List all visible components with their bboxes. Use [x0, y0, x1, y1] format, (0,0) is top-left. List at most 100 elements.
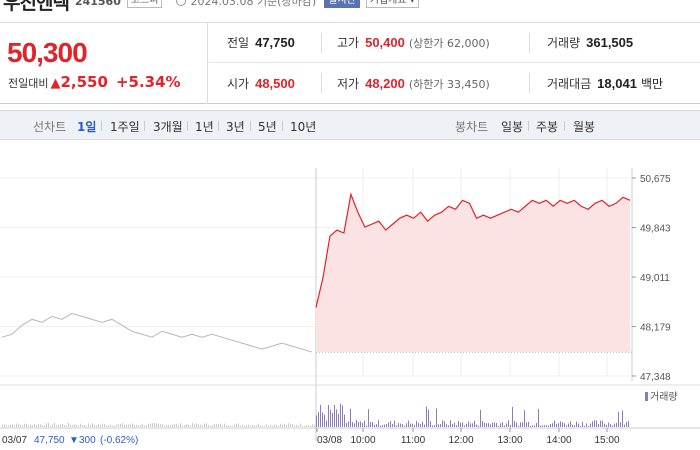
volume-bar — [578, 423, 579, 427]
info-price: 47,750 — [34, 435, 65, 446]
tab-10y[interactable]: 10년 — [290, 120, 317, 134]
volume-bar — [268, 425, 269, 427]
volume-bar — [416, 420, 417, 427]
volume-bar — [628, 420, 629, 427]
volume-bar — [548, 425, 549, 427]
volume-bar — [352, 422, 353, 427]
volume-bar — [90, 425, 91, 427]
volume-bar — [262, 425, 263, 427]
volume-bar — [436, 408, 437, 427]
volume-bar — [200, 424, 201, 427]
stats-row-2: 시가 48,500 저가 48,200 (하한가 33,450) 거래대금 18… — [209, 63, 700, 103]
info-percent: (-0.62%) — [100, 435, 138, 446]
volume-bar — [298, 425, 299, 427]
stat-label: 저가 — [337, 76, 360, 91]
volume-bar — [184, 424, 185, 427]
volume-bar — [488, 423, 489, 427]
volume-bar — [110, 424, 111, 427]
volume-bar — [326, 420, 327, 427]
tab-1d[interactable]: 1일 — [77, 120, 97, 134]
volume-bar — [178, 425, 179, 427]
volume-bar — [560, 421, 561, 427]
tab-daily[interactable]: 일봉 — [501, 120, 524, 134]
volume-bar — [124, 425, 125, 427]
volume-bar — [372, 421, 373, 427]
volume-bar — [136, 424, 137, 427]
volume-bar — [70, 424, 71, 427]
clock-icon — [176, 0, 187, 6]
volume-bar — [160, 424, 161, 427]
volume-bar — [392, 423, 393, 427]
volume-bar — [344, 414, 345, 427]
volume-bar — [270, 424, 271, 427]
volume-bar — [182, 425, 183, 427]
x-tick-label: 15:00 — [594, 435, 619, 446]
volume-bar — [470, 423, 471, 427]
volume-bar — [524, 410, 525, 427]
volume-bar — [476, 424, 477, 427]
volume-bar — [336, 409, 337, 427]
volume-bar — [602, 420, 603, 427]
tab-1y[interactable]: 1년 — [195, 120, 214, 134]
volume-bar — [594, 420, 595, 427]
tab-5y[interactable]: 5년 — [258, 120, 277, 134]
volume-panel: 거래량 — [0, 384, 700, 429]
tab-weekly[interactable]: 주봉 — [536, 120, 559, 134]
volume-bar — [16, 423, 17, 427]
volume-bar — [120, 424, 121, 427]
intraday-price-chart[interactable]: 50,675 49,843 49,011 48,179 47,348 거래량 03/08… — [0, 141, 700, 450]
volume-bar — [588, 425, 589, 427]
tab-3m[interactable]: 3개월 — [153, 120, 183, 134]
y-tick-label: 49,843 — [640, 224, 671, 235]
volume-bar — [188, 424, 189, 427]
volume-bar — [534, 425, 535, 427]
volume-bar — [388, 422, 389, 427]
tab-1w[interactable]: 1주일 — [110, 120, 140, 134]
volume-bar — [92, 423, 93, 427]
stat-prev-close: 전일 47,750 — [227, 34, 295, 51]
volume-bar — [424, 424, 425, 427]
volume-bar — [288, 423, 289, 427]
stock-name: 우진엔텍 — [3, 0, 70, 14]
volume-bar — [538, 408, 539, 427]
volume-bar — [154, 423, 155, 427]
volume-bar — [26, 424, 27, 427]
divider — [218, 121, 219, 131]
change-percent: +5.34% — [115, 73, 181, 91]
volume-bar — [62, 423, 63, 427]
volume-bar — [234, 424, 235, 427]
volume-bar — [420, 423, 421, 427]
company-info-button[interactable]: 기업개요 ▾ — [365, 0, 419, 8]
x-axis: 03/08 10:00 11:00 12:00 13:00 14:00 15:00 — [316, 428, 620, 446]
x-tick-label: 11:00 — [401, 435, 426, 446]
volume-bar — [300, 423, 301, 427]
volume-bar — [496, 423, 497, 427]
volume-bar — [264, 425, 265, 427]
volume-bar — [318, 412, 319, 427]
stat-label: 거래량 — [547, 36, 581, 50]
x-tick-label: 10:00 — [350, 435, 375, 446]
volume-bar — [152, 423, 153, 427]
volume-bar — [410, 423, 411, 427]
volume-bar — [310, 425, 311, 427]
price-series — [1, 192, 631, 353]
volume-bar — [256, 425, 257, 427]
volume-bar — [64, 425, 65, 427]
tab-monthly[interactable]: 월봉 — [573, 120, 596, 134]
info-change: 300 — [79, 435, 96, 446]
bottom-info: 03/07 47,750 ▼ 300 (-0.62%) — [2, 435, 138, 446]
volume-bar — [98, 424, 99, 427]
volume-bar — [550, 424, 551, 427]
realtime-button[interactable]: 실시간 — [324, 0, 360, 8]
volume-bar — [290, 423, 291, 427]
volume-bar — [170, 425, 171, 427]
volume-bar — [72, 425, 73, 427]
volume-bar — [500, 423, 501, 427]
volume-bar — [102, 423, 103, 427]
volume-bar — [480, 409, 481, 427]
tab-3y[interactable]: 3년 — [226, 120, 245, 134]
volume-bar — [454, 422, 455, 427]
divider — [529, 33, 530, 53]
volume-bar — [340, 403, 341, 427]
volume-bar — [422, 421, 423, 427]
